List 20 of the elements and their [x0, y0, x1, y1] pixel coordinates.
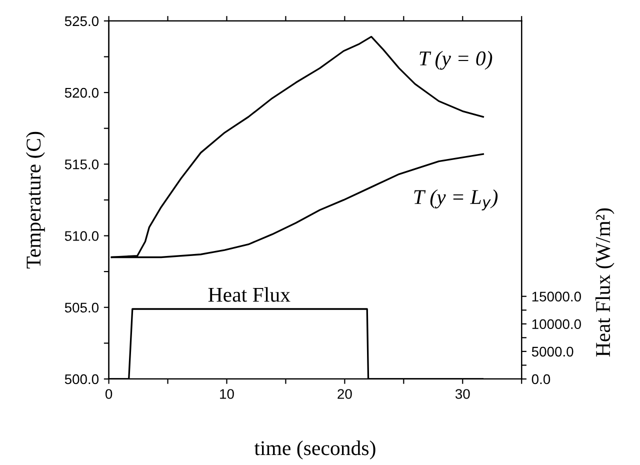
annotation: Heat Flux — [208, 287, 290, 302]
y-tick-label: 500.0 — [64, 374, 99, 384]
y-axis-title: Temperature (C) — [26, 132, 45, 269]
annotation: T (y = L$_{y}$) — [414, 189, 498, 210]
y-tick-label: 505.0 — [64, 302, 99, 313]
x-tick-label: 30 — [455, 389, 470, 399]
x-tick-label: 20 — [338, 389, 352, 399]
y2-tick-label: 0.0 — [532, 374, 550, 384]
y-tick-label: 515.0 — [64, 159, 99, 170]
x-tick-label: 10 — [220, 389, 234, 399]
annotation: T (y = 0) — [420, 50, 492, 70]
y2-tick-label: 10000.0 — [532, 319, 581, 330]
y-tick-label: 520.0 — [64, 88, 99, 98]
x-tick-label: 0 — [105, 389, 112, 399]
y2-axis-title: Heat Flux (W/m²) — [595, 208, 614, 357]
y2-tick-label: 5000.0 — [532, 346, 574, 357]
y-tick-label: 525.0 — [64, 16, 99, 26]
y-tick-label: 510.0 — [64, 231, 99, 241]
y2-tick-label: 15000.0 — [532, 292, 581, 302]
x-axis-title: time (seconds) — [254, 440, 376, 460]
